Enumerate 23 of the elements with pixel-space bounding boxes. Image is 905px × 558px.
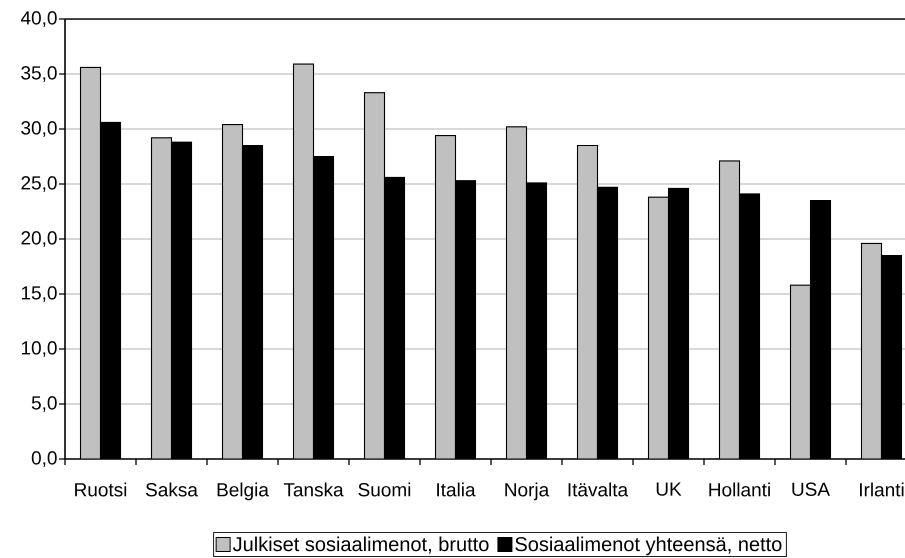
x-tick-label: Itävalta [568, 482, 628, 496]
y-tick-label: 40,0 [20, 11, 57, 27]
x-tick-label: Norja [505, 482, 550, 500]
x-tick-label: Hollanti [709, 482, 770, 496]
y-tick-label: 5,0 [32, 396, 57, 412]
x-tick-label: Suomi [358, 482, 410, 496]
x-tick-label: Saksa [146, 482, 198, 496]
x-tick-label: Belgia [218, 482, 269, 500]
y-tick-label: 25,0 [21, 176, 57, 192]
y-tick-label: 30,0 [21, 121, 57, 137]
y-tick-label: 15,0 [22, 286, 57, 302]
x-tick-label: Irlanti [860, 482, 904, 496]
legend-label: Julkiset sosiaalimenot, brutto [232, 536, 489, 554]
x-tick-label: Tanska [284, 482, 344, 496]
y-tick-label: 20,0 [21, 231, 57, 247]
x-tick-label: UK [656, 482, 682, 496]
x-tick-label: Ruotsi [75, 482, 126, 496]
y-tick-label: 35,0 [21, 66, 57, 82]
x-tick-label: Italia [437, 482, 476, 496]
y-tick-label: 10,0 [22, 341, 57, 357]
legend-label: Sosiaalimenot yhteensä, netto [515, 536, 782, 556]
x-tick-label: USA [792, 482, 830, 496]
y-tick-label: 0,0 [32, 451, 57, 467]
